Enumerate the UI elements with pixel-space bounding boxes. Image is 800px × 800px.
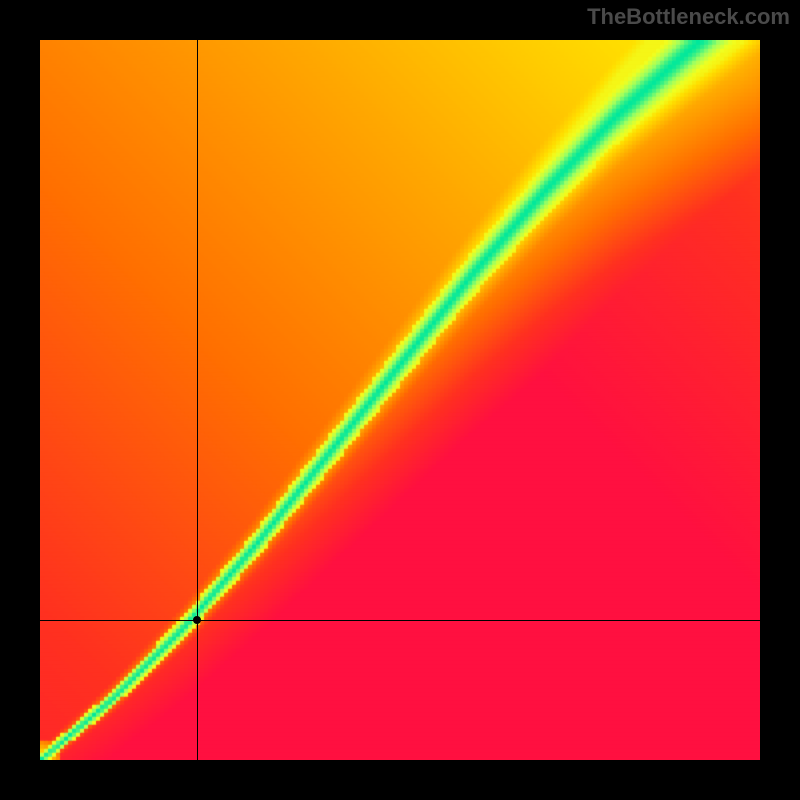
heatmap-canvas[interactable] (40, 40, 760, 760)
heatmap-plot-area (40, 40, 760, 760)
bottleneck-chart-container: TheBottleneck.com (0, 0, 800, 800)
watermark-text: TheBottleneck.com (587, 4, 790, 30)
